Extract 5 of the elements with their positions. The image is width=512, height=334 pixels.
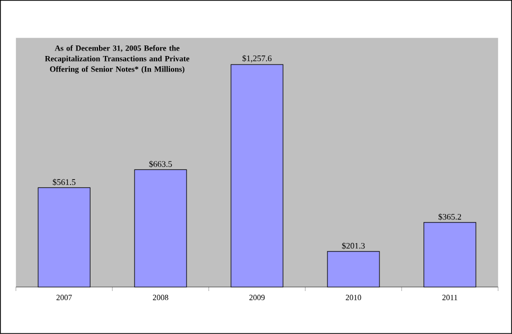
data-label: $365.2 <box>438 213 462 220</box>
data-label: $1,257.6 <box>242 55 272 62</box>
data-label: $663.5 <box>149 160 172 168</box>
data-label: $201.3 <box>342 242 365 250</box>
data-label: $561.5 <box>52 178 76 186</box>
